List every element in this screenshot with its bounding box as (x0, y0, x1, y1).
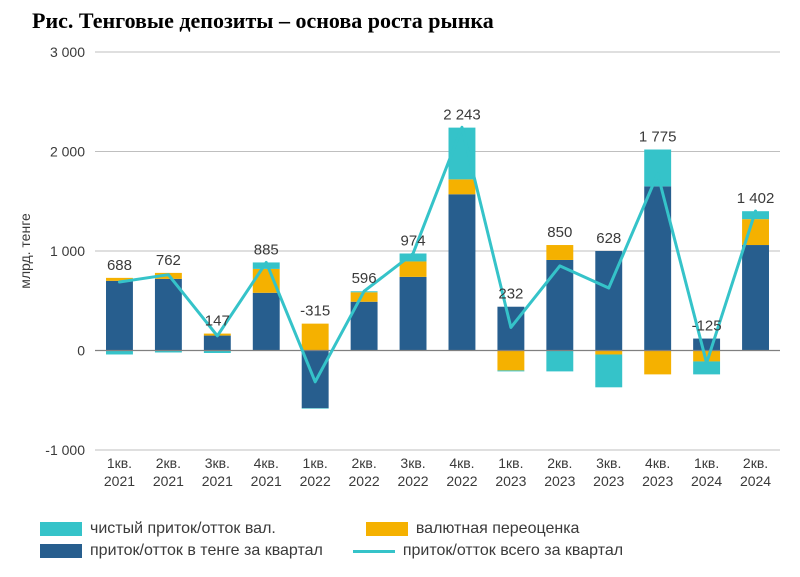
x-tick-label: 3кв. (400, 455, 425, 471)
bar-tenge (546, 260, 573, 351)
y-tick-label: 0 (77, 343, 85, 359)
x-tick-label: 2кв. (351, 455, 376, 471)
x-tick-label: 4кв. (449, 455, 474, 471)
bar-fx_reval (497, 351, 524, 371)
value-label: 1 402 (737, 190, 775, 207)
value-label: 147 (205, 313, 230, 330)
bar-tenge (155, 279, 182, 351)
y-axis-label: млрд. тенге (17, 213, 33, 289)
bar-tenge (253, 293, 280, 351)
chart-area: -1 000 0 1 000 2 000 3 000 млрд. тенге 688 762 1… (10, 42, 790, 577)
x-tick-label: 2021 (202, 473, 233, 489)
x-tick-label: 2022 (300, 473, 331, 489)
bar-fx_reval (644, 351, 671, 375)
bar-val_net (302, 408, 329, 409)
legend-row-2: приток/отток в тенге за квартал приток/о… (40, 542, 780, 560)
bar-tenge (742, 245, 769, 350)
y-tick-label: 3 000 (50, 44, 85, 60)
legend-item-valnet: чистый приток/отток вал. (40, 520, 276, 538)
x-tick-label: 2кв. (156, 455, 181, 471)
x-tick-label: 2023 (544, 473, 575, 489)
x-tick-label: 2022 (349, 473, 380, 489)
legend-swatch-fxreval (366, 522, 408, 536)
bar-tenge (449, 194, 476, 350)
x-tick-label: 1кв. (107, 455, 132, 471)
x-tick-label: 2023 (495, 473, 526, 489)
bar-fx_reval (302, 324, 329, 351)
bar-tenge (400, 277, 427, 351)
value-label: 1 775 (639, 129, 677, 146)
x-tick-label: 3кв. (596, 455, 621, 471)
legend-label: приток/отток всего за квартал (403, 542, 623, 560)
legend: чистый приток/отток вал. валютная переоц… (40, 520, 780, 564)
value-label: 762 (156, 252, 181, 269)
value-label: 628 (596, 230, 621, 247)
legend-item-fxreval: валютная переоценка (366, 520, 580, 538)
x-tick-label: 2023 (642, 473, 673, 489)
x-tick-label: 2021 (251, 473, 282, 489)
x-tick-label: 2024 (691, 473, 722, 489)
x-tick-label: 2021 (153, 473, 184, 489)
value-label: 2 243 (443, 106, 481, 123)
value-label: 596 (352, 270, 377, 287)
bar-fx_reval (449, 179, 476, 194)
value-label: 850 (547, 224, 572, 241)
bar-tenge (204, 336, 231, 351)
bar-tenge (106, 281, 133, 351)
x-tick-label: 1кв. (694, 455, 719, 471)
bar-val_net (546, 351, 573, 372)
bar-val_net (595, 354, 622, 387)
legend-label: приток/отток в тенге за квартал (90, 542, 323, 560)
x-tick-label: 2023 (593, 473, 624, 489)
y-tick-label: 1 000 (50, 243, 85, 259)
x-tick-label: 2022 (397, 473, 428, 489)
value-label: -125 (692, 318, 722, 335)
x-tick-label: 1кв. (498, 455, 523, 471)
legend-row-1: чистый приток/отток вал. валютная переоц… (40, 520, 780, 538)
legend-swatch-valnet (40, 522, 82, 536)
chart-title: Рис. Тенговые депозиты – основа роста ры… (32, 8, 494, 34)
bar-fx_reval (400, 261, 427, 276)
legend-swatch-tenge (40, 544, 82, 558)
legend-line-total (353, 550, 395, 553)
y-tick-label: -1 000 (45, 442, 85, 458)
x-tick-label: 4кв. (645, 455, 670, 471)
value-label: 232 (498, 286, 523, 303)
x-tick-label: 2кв. (547, 455, 572, 471)
x-tick-label: 2кв. (743, 455, 768, 471)
x-tick-label: 2024 (740, 473, 771, 489)
bar-val_net (644, 150, 671, 187)
x-tick-label: 2021 (104, 473, 135, 489)
legend-item-tenge: приток/отток в тенге за квартал (40, 542, 323, 560)
x-tick-label: 2022 (446, 473, 477, 489)
legend-label: чистый приток/отток вал. (90, 520, 276, 538)
value-label: -315 (300, 303, 330, 320)
x-tick-label: 4кв. (254, 455, 279, 471)
chart-svg: -1 000 0 1 000 2 000 3 000 млрд. тенге 688 762 1… (10, 42, 790, 514)
bar-val_net (497, 370, 524, 371)
x-tick-label: 3кв. (205, 455, 230, 471)
bar-fx_reval (546, 245, 573, 260)
value-label: 688 (107, 257, 132, 274)
value-label: 885 (254, 241, 279, 258)
legend-label: валютная переоценка (416, 520, 580, 538)
y-tick-label: 2 000 (50, 144, 85, 160)
x-tick-label: 1кв. (303, 455, 328, 471)
legend-item-line: приток/отток всего за квартал (353, 542, 623, 560)
value-label: 974 (401, 232, 426, 249)
bar-tenge (693, 339, 720, 351)
